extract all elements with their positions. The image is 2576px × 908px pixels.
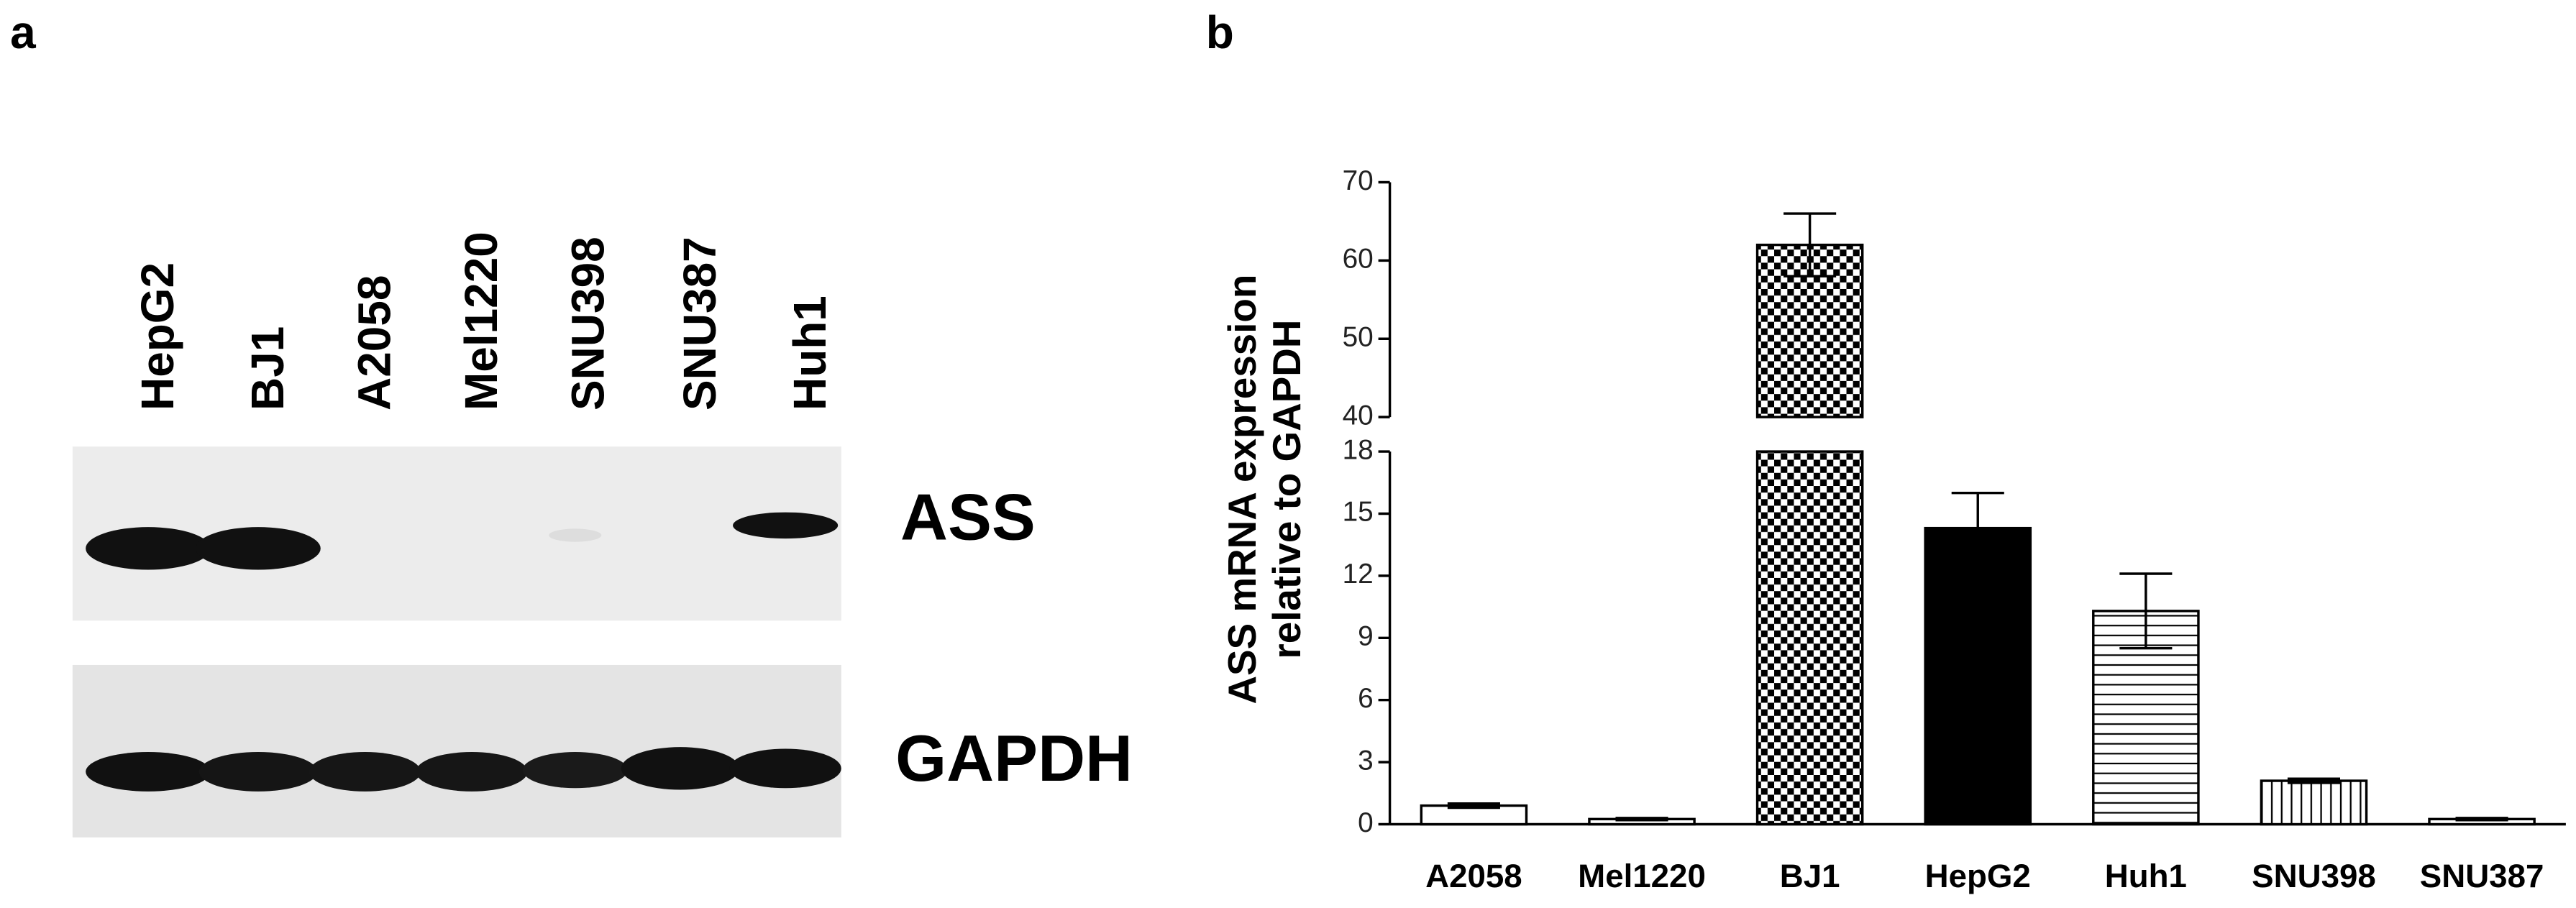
band-label: GAPDH [895,722,1133,795]
y-tick-label: 9 [1358,621,1374,652]
error-bar [1447,802,1500,810]
lane-label: SNU398 [562,237,614,411]
blot-ass [72,446,841,621]
x-tick-label: BJ1 [1780,858,1840,894]
band-label: ASS [900,480,1036,554]
lane-label: BJ1 [242,326,293,411]
bands [86,512,841,792]
lane-label: SNU387 [674,237,726,411]
error-bar [2455,817,2508,822]
y-tick-label: 6 [1358,683,1374,714]
y-tick-label: 0 [1358,807,1374,838]
error-bar [1783,212,1837,278]
x-tick-label: Huh1 [2105,858,2187,894]
x-tick-label: Mel1220 [1578,858,1706,894]
y-axis-label: relative to GAPDH [1264,320,1309,659]
y-tick-label: 18 [1343,434,1374,465]
bar [1924,526,2032,826]
y-tick-label: 70 [1343,165,1374,196]
y-tick-label: 40 [1343,400,1374,431]
y-tick-label: 15 [1343,497,1374,528]
panel-label: a [10,6,36,58]
y-axis-label: ASS mRNA expression [1220,275,1264,705]
x-tick-label: SNU387 [2420,858,2544,894]
y-tick-label: 3 [1358,745,1374,776]
error-bar [1615,817,1668,822]
panel-label: b [1206,6,1234,58]
bar [1755,450,1864,826]
error-bar [1951,491,2004,565]
error-bar [2119,572,2173,650]
blot-gapdh [72,664,841,838]
bar [2260,779,2368,826]
y-tick-label: 50 [1343,321,1374,352]
lane-label: Mel1220 [455,231,507,411]
lane-label: Huh1 [784,295,836,411]
y-tick-label: 12 [1343,559,1374,590]
lane-label: HepG2 [132,262,183,411]
x-tick-label: HepG2 [1925,858,2031,894]
lane-label: A2058 [349,275,401,411]
error-bar [2287,777,2341,784]
x-tick-label: A2058 [1425,858,1522,894]
y-tick-label: 60 [1343,244,1374,275]
x-tick-label: SNU398 [2252,858,2376,894]
